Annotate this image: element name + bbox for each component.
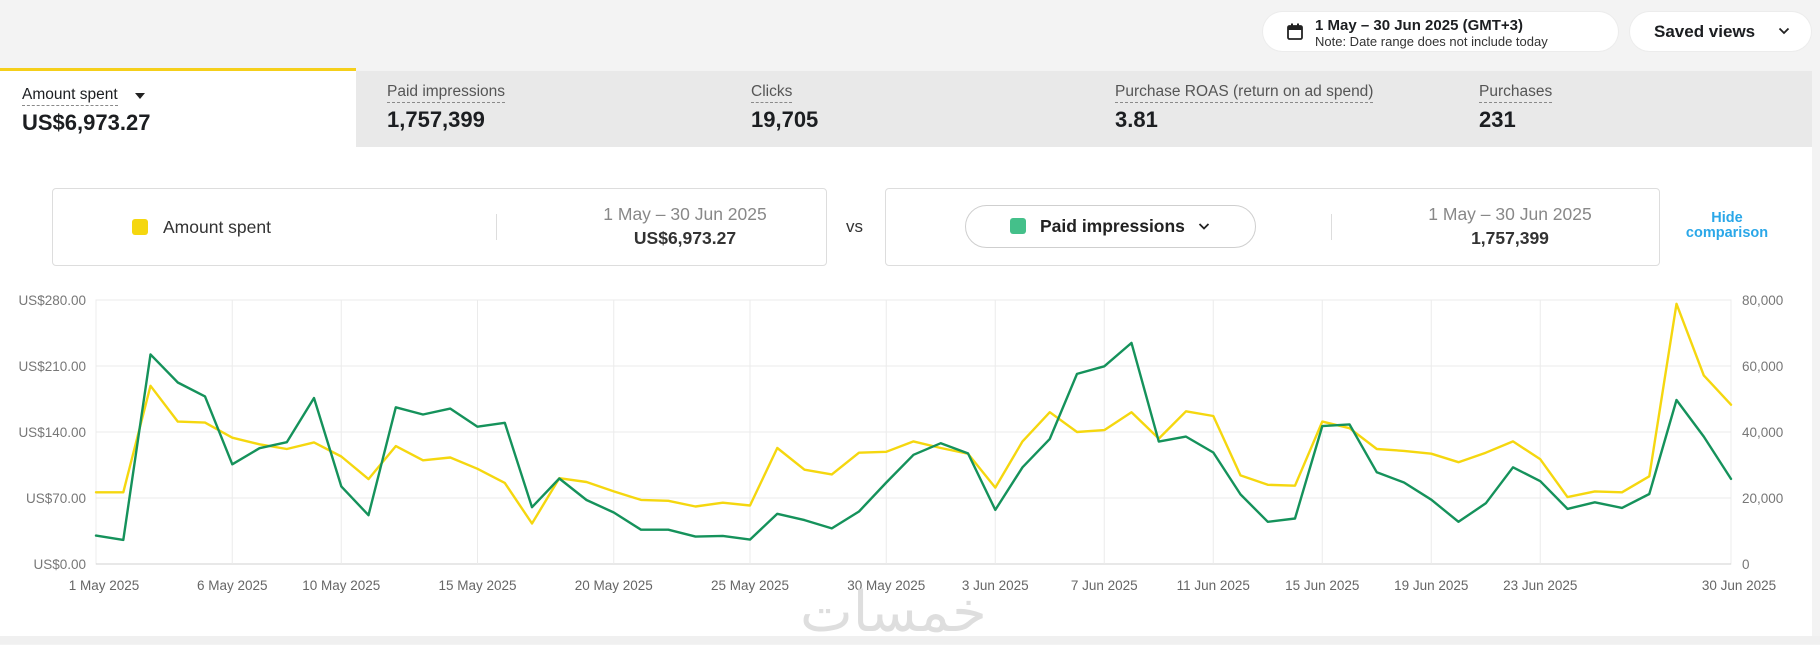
- saved-views-label: Saved views: [1654, 22, 1756, 41]
- chart-series: [94, 302, 1733, 542]
- y-axis-right: 0 20,000 40,000 60,000 80,000: [1742, 293, 1783, 572]
- chart-grid: [95, 299, 1732, 565]
- selected-metric: Paid impressions: [1040, 216, 1185, 236]
- hide-comparison-label-1: Hide: [1711, 210, 1743, 226]
- metric-tab-clicks[interactable]: Clicks 19,705: [720, 71, 1084, 147]
- y-right-tick-label: 20,000: [1742, 491, 1783, 506]
- metric-value: 231: [1479, 107, 1516, 132]
- x-tick-label: 20 May 2025: [575, 578, 653, 593]
- x-tick-label: 30 Jun 2025: [1702, 578, 1776, 593]
- x-tick-label: 15 May 2025: [438, 578, 516, 593]
- x-tick-label: 1 May 2025: [69, 578, 140, 593]
- saved-views-button[interactable]: Saved views: [1630, 12, 1811, 51]
- x-tick-label: 11 Jun 2025: [1177, 578, 1250, 593]
- y-axis-left: US$0.00 US$70.00 US$140.00 US$210.00 US$280.…: [18, 293, 86, 572]
- metric-label: Amount spent: [22, 86, 118, 106]
- metric-value: US$6,973.27: [22, 110, 151, 135]
- series-name: Amount spent: [163, 217, 271, 237]
- metric-tabs: Amount spent US$6,973.27 Paid impression…: [0, 68, 1812, 150]
- series-swatch-paid-impressions: [1010, 218, 1026, 234]
- y-right-tick-label: 80,000: [1742, 293, 1783, 308]
- y-right-tick-label: 0: [1742, 557, 1750, 572]
- top-bar: 1 May – 30 Jun 2025 (GMT+3) Note: Date r…: [0, 0, 1820, 70]
- comparison-left-card: Amount spent 1 May – 30 Jun 2025 US$6,97…: [52, 188, 827, 266]
- calendar-icon: [1287, 23, 1303, 40]
- metric-tab-paid-impressions[interactable]: Paid impressions 1,757,399: [356, 71, 720, 147]
- y-left-tick-label: US$210.00: [18, 359, 86, 374]
- comparison-value: US$6,973.27: [633, 228, 737, 248]
- footer-strip: [0, 636, 1820, 644]
- line-chart: US$0.00 US$70.00 US$140.00 US$210.00 US$280.…: [18, 293, 1783, 593]
- metric-value: 3.81: [1115, 107, 1158, 132]
- hide-comparison-link[interactable]: Hide comparison: [1680, 211, 1774, 241]
- comparison-range: 1 May – 30 Jun 2025: [603, 204, 767, 224]
- x-tick-label: 15 Jun 2025: [1285, 578, 1359, 593]
- metric-label: Purchases: [1479, 83, 1553, 103]
- y-left-tick-label: US$0.00: [33, 557, 86, 572]
- y-left-tick-label: US$70.00: [26, 491, 86, 506]
- metric-label: Clicks: [751, 83, 793, 103]
- y-right-tick-label: 60,000: [1742, 359, 1783, 374]
- date-range-note: Note: Date range does not include today: [1315, 34, 1548, 49]
- x-axis: 1 May 2025 6 May 2025 10 May 2025 15 May 20…: [69, 578, 1776, 593]
- comparison-right-card: Paid impressions 1 May – 30 Jun 2025 1,7…: [885, 188, 1660, 266]
- y-left-tick-label: US$140.00: [18, 425, 86, 440]
- metric-value: 1,757,399: [387, 107, 485, 132]
- comparison-metric-dropdown[interactable]: Paid impressions: [965, 205, 1256, 248]
- x-tick-label: 30 May 2025: [847, 578, 925, 593]
- comparison-range: 1 May – 30 Jun 2025: [1428, 204, 1592, 224]
- series-swatch-amount-spent: [132, 219, 148, 235]
- comparison-value: 1,757,399: [1471, 228, 1549, 248]
- chart-panel: Amount spent 1 May – 30 Jun 2025 US$6,97…: [0, 147, 1812, 636]
- x-tick-label: 6 May 2025: [197, 578, 268, 593]
- series-line-paid-impressions: [94, 341, 1733, 542]
- x-tick-label: 19 Jun 2025: [1394, 578, 1468, 593]
- divider: [496, 214, 497, 240]
- divider: [1331, 214, 1332, 240]
- metric-label: Purchase ROAS (return on ad spend): [1115, 83, 1374, 103]
- metric-tab-purchase-roas[interactable]: Purchase ROAS (return on ad spend) 3.81: [1084, 71, 1448, 147]
- date-range-label: 1 May – 30 Jun 2025 (GMT+3): [1315, 17, 1524, 34]
- y-left-tick-label: US$280.00: [18, 293, 86, 308]
- x-tick-label: 7 Jun 2025: [1071, 578, 1138, 593]
- series-line-amount-spent: [94, 302, 1733, 525]
- x-tick-label: 3 Jun 2025: [962, 578, 1029, 593]
- caret-down-icon[interactable]: [134, 92, 146, 100]
- date-range-picker[interactable]: 1 May – 30 Jun 2025 (GMT+3) Note: Date r…: [1263, 12, 1618, 51]
- x-tick-label: 10 May 2025: [302, 578, 380, 593]
- watermark-logo: خمسات: [800, 580, 987, 645]
- metric-tab-purchases[interactable]: Purchases 231: [1448, 71, 1812, 147]
- x-tick-label: 25 May 2025: [711, 578, 789, 593]
- hide-comparison-label-2: comparison: [1685, 225, 1769, 241]
- chevron-down-icon: [1778, 27, 1790, 35]
- metric-tab-amount-spent[interactable]: Amount spent US$6,973.27: [0, 68, 356, 150]
- metric-value: 19,705: [751, 107, 819, 132]
- vs-label: vs: [846, 217, 863, 236]
- metric-label: Paid impressions: [387, 83, 506, 103]
- y-right-tick-label: 40,000: [1742, 425, 1783, 440]
- x-tick-label: 23 Jun 2025: [1503, 578, 1577, 593]
- chevron-down-icon: [1198, 223, 1210, 230]
